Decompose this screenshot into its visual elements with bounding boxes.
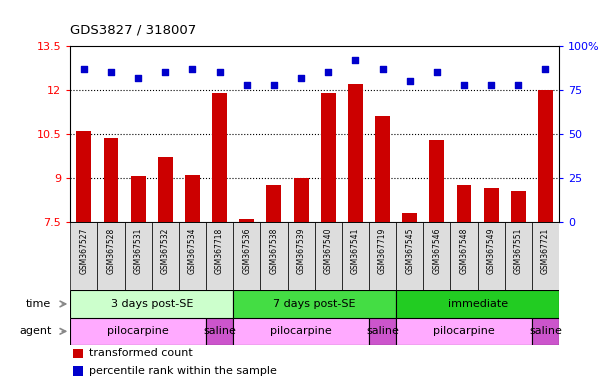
Point: [106, 70, 116, 76]
Text: percentile rank within the sample: percentile rank within the sample: [89, 366, 277, 376]
Bar: [233, 290, 396, 318]
Point: [133, 74, 143, 81]
Bar: [125, 222, 152, 290]
Bar: [402, 213, 417, 222]
Bar: [450, 222, 478, 290]
Bar: [179, 222, 206, 290]
Bar: [484, 188, 499, 222]
Bar: [456, 185, 472, 222]
Bar: [505, 222, 532, 290]
Text: transformed count: transformed count: [89, 348, 192, 358]
Point: [296, 74, 306, 81]
Bar: [260, 222, 288, 290]
Text: 7 days post-SE: 7 days post-SE: [273, 299, 356, 309]
Text: saline: saline: [529, 326, 562, 336]
Point: [242, 82, 252, 88]
Text: pilocarpine: pilocarpine: [433, 326, 495, 336]
Text: GSM367531: GSM367531: [134, 227, 142, 274]
Text: GSM367536: GSM367536: [243, 227, 251, 274]
Text: pilocarpine: pilocarpine: [108, 326, 169, 336]
Point: [459, 82, 469, 88]
Bar: [538, 90, 553, 222]
Bar: [348, 84, 363, 222]
Bar: [315, 222, 342, 290]
Text: GSM367540: GSM367540: [324, 227, 333, 274]
Bar: [478, 222, 505, 290]
Bar: [73, 366, 84, 376]
Bar: [212, 93, 227, 222]
Bar: [73, 349, 84, 358]
Text: time: time: [26, 299, 51, 309]
Bar: [240, 219, 254, 222]
Text: pilocarpine: pilocarpine: [270, 326, 332, 336]
Bar: [423, 222, 450, 290]
Text: GSM367545: GSM367545: [405, 227, 414, 274]
Point: [214, 70, 224, 76]
Bar: [430, 140, 444, 222]
Bar: [342, 222, 369, 290]
Point: [432, 70, 442, 76]
Point: [161, 70, 170, 76]
Bar: [206, 222, 233, 290]
Bar: [70, 318, 206, 345]
Bar: [206, 318, 233, 345]
Bar: [396, 222, 423, 290]
Text: immediate: immediate: [447, 299, 508, 309]
Point: [323, 70, 333, 76]
Point: [513, 82, 523, 88]
Bar: [369, 318, 396, 345]
Text: GDS3827 / 318007: GDS3827 / 318007: [70, 23, 197, 36]
Text: GSM367539: GSM367539: [296, 227, 306, 274]
Text: saline: saline: [203, 326, 236, 336]
Text: GSM367546: GSM367546: [433, 227, 441, 274]
Point: [541, 66, 551, 72]
Text: GSM367551: GSM367551: [514, 227, 523, 274]
Bar: [511, 191, 526, 222]
Bar: [70, 290, 233, 318]
Bar: [152, 222, 179, 290]
Bar: [266, 185, 282, 222]
Point: [79, 66, 89, 72]
Bar: [532, 318, 559, 345]
Bar: [103, 138, 119, 222]
Text: GSM367719: GSM367719: [378, 227, 387, 274]
Point: [405, 78, 415, 84]
Text: GSM367541: GSM367541: [351, 227, 360, 274]
Text: 3 days post-SE: 3 days post-SE: [111, 299, 193, 309]
Text: GSM367534: GSM367534: [188, 227, 197, 274]
Point: [188, 66, 197, 72]
Bar: [396, 290, 559, 318]
Text: GSM367527: GSM367527: [79, 227, 89, 274]
Point: [486, 82, 496, 88]
Text: GSM367538: GSM367538: [269, 227, 279, 274]
Text: agent: agent: [19, 326, 51, 336]
Point: [378, 66, 387, 72]
Bar: [532, 222, 559, 290]
Text: saline: saline: [366, 326, 399, 336]
Text: GSM367548: GSM367548: [459, 227, 469, 274]
Bar: [97, 222, 125, 290]
Bar: [70, 222, 97, 290]
Text: GSM367718: GSM367718: [215, 227, 224, 274]
Bar: [294, 178, 309, 222]
Bar: [396, 318, 532, 345]
Point: [269, 82, 279, 88]
Bar: [185, 175, 200, 222]
Bar: [76, 131, 91, 222]
Text: GSM367721: GSM367721: [541, 227, 550, 274]
Bar: [321, 93, 335, 222]
Bar: [158, 157, 173, 222]
Bar: [233, 318, 369, 345]
Point: [351, 57, 360, 63]
Bar: [369, 222, 396, 290]
Text: GSM367532: GSM367532: [161, 227, 170, 274]
Bar: [375, 116, 390, 222]
Text: GSM367528: GSM367528: [106, 227, 115, 274]
Bar: [288, 222, 315, 290]
Bar: [131, 177, 145, 222]
Text: GSM367549: GSM367549: [487, 227, 496, 274]
Bar: [233, 222, 260, 290]
